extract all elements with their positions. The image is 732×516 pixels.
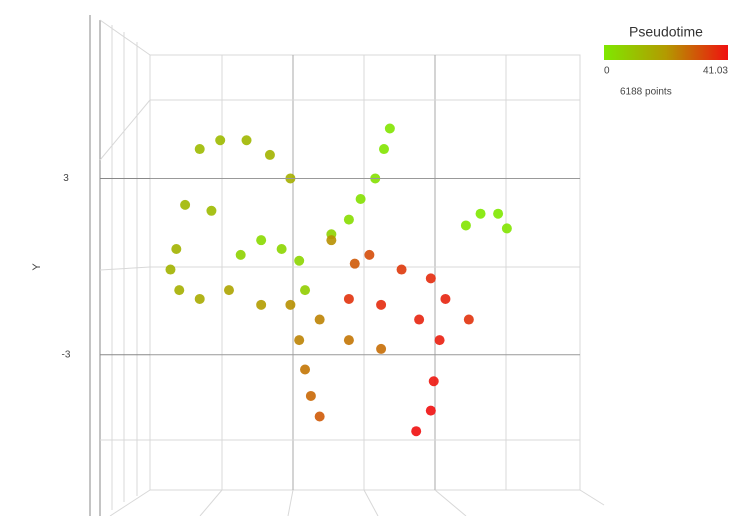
point: [376, 299, 387, 310]
colorbar-tick-label: 0: [604, 66, 610, 77]
colorbar: [604, 45, 728, 60]
point: [379, 144, 390, 155]
point: [276, 243, 287, 254]
point: [384, 123, 395, 134]
point: [411, 426, 422, 437]
y-tick-label: -3: [62, 349, 71, 360]
y-axis-label: Y: [31, 263, 43, 271]
point: [396, 264, 407, 275]
point: [194, 293, 205, 304]
point: [264, 149, 275, 160]
point: [165, 264, 176, 275]
point: [493, 208, 504, 219]
point: [425, 273, 436, 284]
point: [285, 299, 296, 310]
y-tick-label: 3: [63, 173, 69, 184]
point: [305, 390, 316, 401]
point: [501, 223, 512, 234]
point: [241, 135, 252, 146]
point: [428, 376, 439, 387]
point: [206, 205, 217, 216]
point: [300, 285, 311, 296]
point-count: 6188 points: [620, 87, 672, 98]
point: [235, 249, 246, 260]
point: [343, 293, 354, 304]
point: [425, 405, 436, 416]
colorbar-title: Pseudotime: [629, 24, 703, 40]
point: [349, 258, 360, 269]
point: [314, 411, 325, 422]
point: [194, 144, 205, 155]
point: [256, 299, 267, 310]
point: [343, 335, 354, 346]
point: [463, 314, 474, 325]
point: [343, 214, 354, 225]
point: [414, 314, 425, 325]
point: [294, 335, 305, 346]
point: [460, 220, 471, 231]
point: [355, 194, 366, 205]
colorbar-tick-label: 41.03: [703, 66, 728, 77]
axis-box: [89, 15, 605, 516]
point: [256, 235, 267, 246]
points: [165, 123, 512, 437]
point: [223, 285, 234, 296]
point: [171, 243, 182, 254]
point: [364, 249, 375, 260]
point: [174, 285, 185, 296]
point: [314, 314, 325, 325]
point: [294, 255, 305, 266]
point: [300, 364, 311, 375]
point: [215, 135, 226, 146]
point: [440, 293, 451, 304]
point: [475, 208, 486, 219]
point: [376, 343, 387, 354]
point: [326, 235, 337, 246]
point: [434, 335, 445, 346]
point: [180, 199, 191, 210]
